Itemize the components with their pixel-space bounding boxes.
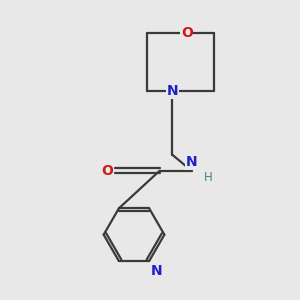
Text: H: H [204,171,213,184]
Text: O: O [101,164,113,178]
Text: N: N [151,264,162,278]
Text: O: O [181,26,193,40]
Text: N: N [186,155,197,169]
Text: N: N [167,84,178,98]
